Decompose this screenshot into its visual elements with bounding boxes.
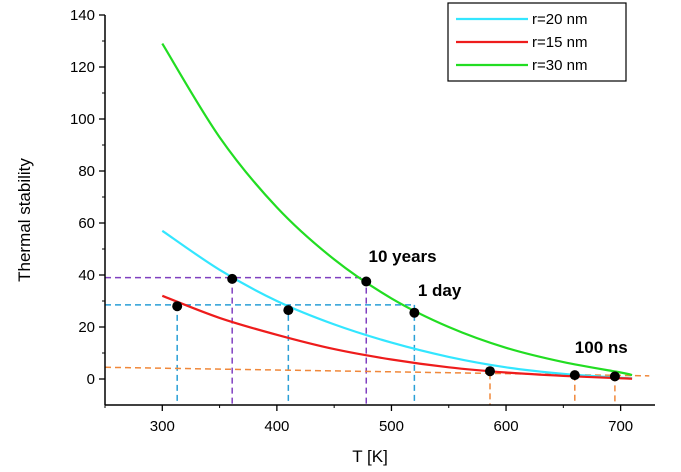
x-tick-label-700: 700 (608, 418, 633, 435)
data-point-4 (409, 307, 420, 318)
y-tick-label-120: 120 (70, 59, 95, 76)
annotation-0: 10 years (369, 247, 437, 266)
x-tick-label-600: 600 (494, 418, 519, 435)
x-tick-label-400: 400 (264, 418, 289, 435)
series-line-r-30-nm (161, 43, 633, 377)
data-point-5 (485, 366, 495, 377)
axes: 0 20 40 60 80 100 120 140 300 400 500 600 700 T [K] Th… (15, 7, 655, 466)
y-tick-label-100: 100 (70, 111, 95, 128)
data-point-2 (283, 305, 294, 316)
legend-label-2: r=30 nm (532, 57, 587, 74)
series-curves (161, 43, 633, 380)
data-point-0 (172, 301, 183, 312)
y-tick-label-20: 20 (78, 319, 95, 336)
annotations: 10 years 1 day 100 ns (369, 247, 628, 357)
y-tick-label-40: 40 (78, 267, 95, 284)
annotation-2: 100 ns (575, 338, 628, 357)
data-point-1 (227, 273, 238, 284)
y-tick-label-80: 80 (78, 163, 95, 180)
y-axis-title: Thermal stability (15, 158, 34, 282)
marker-points (172, 273, 620, 382)
y-tick-label-0: 0 (87, 371, 95, 388)
series-line-r-20-nm (161, 229, 633, 380)
legend-label-0: r=20 nm (532, 11, 587, 28)
y-tick-label-60: 60 (78, 215, 95, 232)
legend-label-1: r=15 nm (532, 34, 587, 51)
data-point-7 (609, 371, 620, 382)
legend: r=20 nm r=15 nm r=30 nm (447, 2, 627, 82)
y-tick-label-140: 140 (70, 7, 95, 24)
series-line-r-15-nm (161, 294, 633, 380)
guide-lines (104, 276, 650, 405)
data-point-6 (569, 370, 580, 381)
x-axis-title: T [K] (352, 447, 388, 466)
annotation-1: 1 day (418, 281, 462, 300)
x-tick-label-500: 500 (379, 418, 404, 435)
x-tick-label-300: 300 (150, 418, 175, 435)
data-point-3 (361, 276, 372, 287)
